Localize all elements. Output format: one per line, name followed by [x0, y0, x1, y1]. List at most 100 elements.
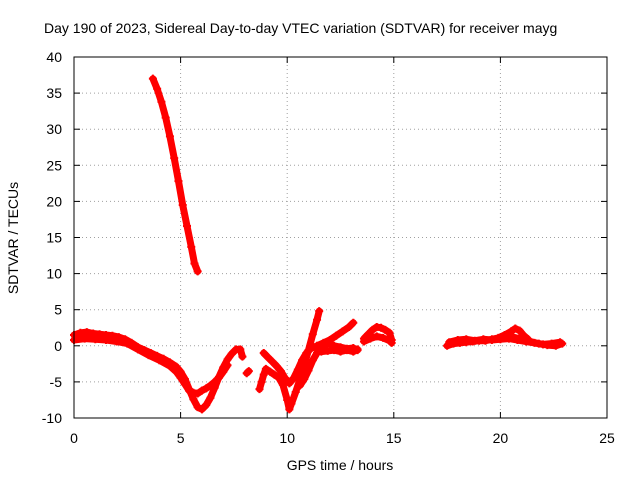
data-point [197, 405, 206, 414]
data-point [193, 389, 202, 398]
data-point [308, 330, 317, 339]
data-point [278, 380, 287, 389]
data-point [190, 259, 199, 268]
data-point [291, 388, 300, 397]
data-point [259, 370, 268, 379]
data-point [264, 353, 273, 362]
data-point [479, 335, 488, 344]
data-point [176, 373, 185, 382]
data-point [281, 374, 290, 383]
y-axis-label: SDTVAR / TECUs [5, 182, 21, 294]
y-tick-label: 20 [46, 193, 62, 209]
y-tick-label: 30 [46, 121, 62, 137]
data-point [300, 375, 309, 384]
y-tick-label: 5 [54, 302, 62, 318]
data-point [543, 341, 552, 350]
data-point [306, 344, 315, 353]
data-point [112, 337, 121, 346]
data-point [534, 339, 543, 348]
data-point [193, 267, 202, 276]
x-tick-label: 10 [279, 430, 295, 446]
data-point [91, 335, 100, 344]
data-point [155, 356, 164, 365]
data-point [283, 395, 292, 404]
data-point [302, 349, 311, 358]
data-point [206, 393, 215, 402]
x-tick-label: 15 [386, 430, 402, 446]
data-point [268, 357, 277, 366]
data-point [345, 323, 354, 332]
data-point [148, 74, 157, 83]
chart-title: Day 190 of 2023, Sidereal Day-to-day VTE… [44, 20, 557, 36]
data-point [261, 364, 270, 373]
data-point [349, 318, 358, 327]
data-point [487, 336, 496, 345]
data-point [332, 331, 341, 340]
data-point [507, 327, 516, 336]
data-point [161, 113, 170, 122]
data-point [315, 307, 324, 316]
data-point [165, 132, 174, 141]
data-point [336, 347, 345, 356]
data-point [187, 242, 196, 251]
data-point [206, 381, 215, 390]
data-point [101, 336, 110, 345]
x-tick-label: 20 [493, 430, 509, 446]
data-point [272, 362, 281, 371]
data-point [285, 405, 294, 414]
data-point [80, 334, 89, 343]
data-point [470, 336, 479, 345]
data-point [223, 361, 232, 370]
data-point [313, 315, 322, 324]
data-point [377, 323, 386, 332]
data-point [259, 349, 268, 358]
data-point [266, 367, 275, 376]
data-point [172, 367, 181, 376]
data-point [295, 381, 304, 390]
data-point [170, 154, 179, 163]
data-point [511, 324, 520, 333]
data-point [236, 345, 245, 354]
data-point [379, 333, 388, 342]
data-point [387, 338, 396, 347]
data-point [219, 367, 228, 376]
data-point [182, 221, 191, 230]
y-tick-label: 0 [54, 338, 62, 354]
data-point [496, 335, 505, 344]
data-point [185, 386, 194, 395]
data-point [178, 201, 187, 210]
data-point [304, 366, 313, 375]
data-layer [70, 74, 567, 414]
data-point [270, 370, 279, 379]
data-point [202, 384, 211, 393]
data-point [298, 356, 307, 365]
x-axis-label: GPS time / hours [287, 457, 394, 473]
x-tick-label: 0 [70, 430, 78, 446]
data-point [349, 347, 358, 356]
data-point [174, 177, 183, 186]
data-point [214, 373, 223, 382]
data-point [123, 339, 132, 348]
data-point [144, 351, 153, 360]
data-point [353, 345, 362, 354]
data-point [308, 356, 317, 365]
data-point [165, 362, 174, 371]
data-point [287, 399, 296, 408]
data-point [551, 341, 560, 350]
data-point [509, 333, 518, 342]
y-tick-label: 35 [46, 85, 62, 101]
data-point [517, 335, 526, 344]
data-point [133, 345, 142, 354]
data-point [558, 339, 567, 348]
data-point [276, 367, 285, 376]
data-point [210, 377, 219, 386]
data-point [202, 401, 211, 410]
tick-layer: 0 5 10 15 20 25 -10 -5 0 5 10 15 20 25 30 35 40 [42, 49, 615, 446]
y-tick-label: -10 [42, 410, 62, 426]
data-point [153, 84, 162, 93]
data-point [359, 337, 368, 346]
data-point [366, 334, 375, 343]
